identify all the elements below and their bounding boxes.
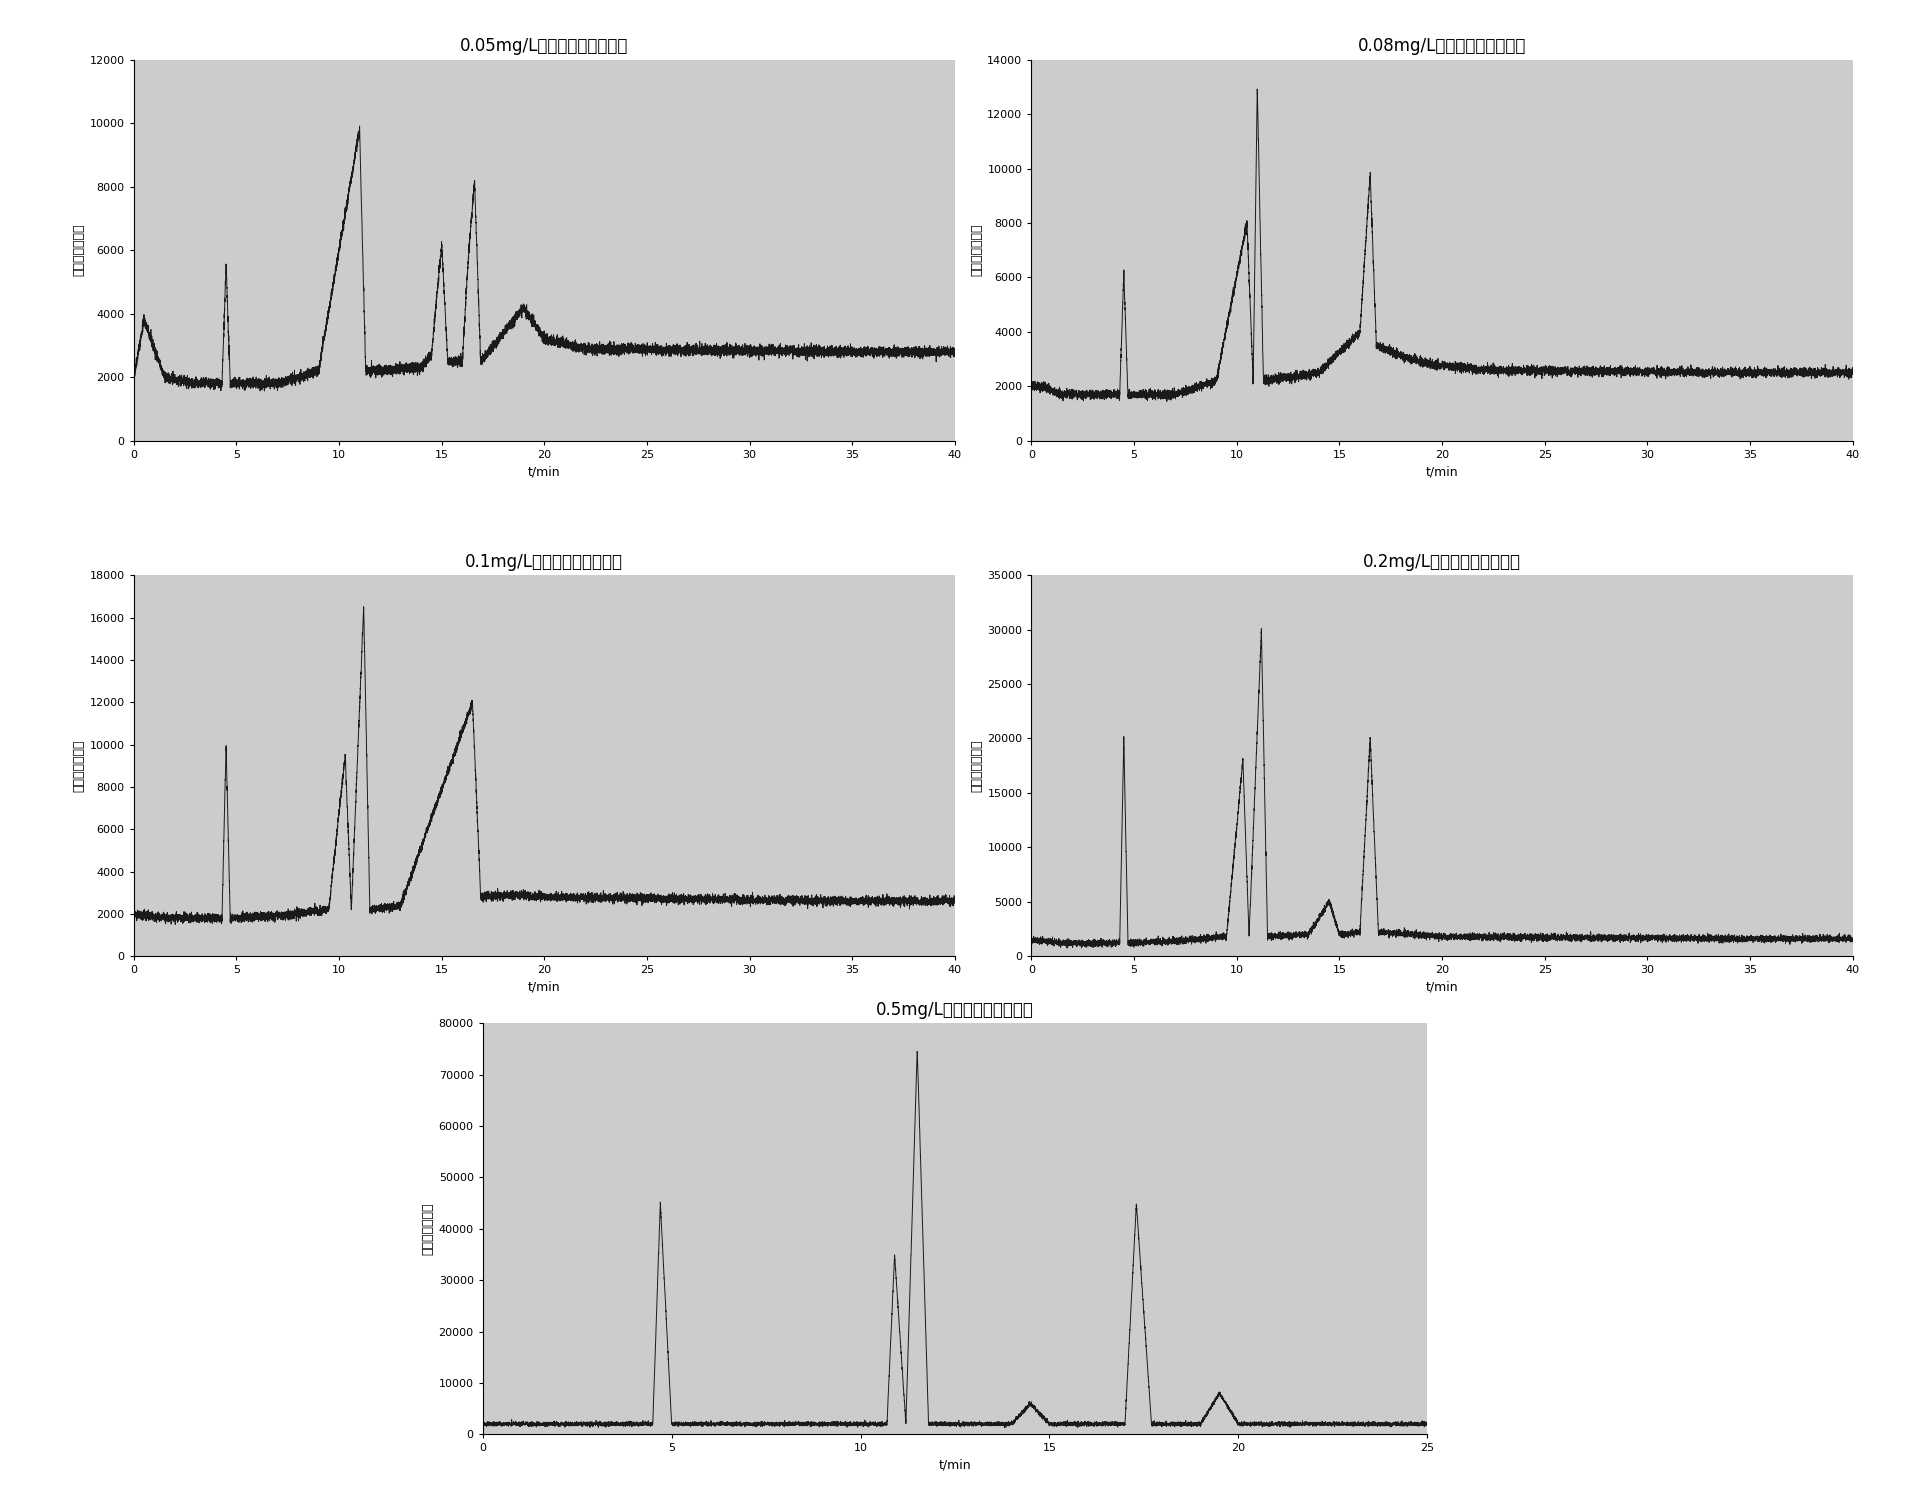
Title: 0.5mg/L混标的提取离子流图: 0.5mg/L混标的提取离子流图 [877, 1001, 1033, 1019]
Y-axis label: 离子电流总强度: 离子电流总强度 [970, 740, 984, 792]
Title: 0.2mg/L混标的提取离子流图: 0.2mg/L混标的提取离子流图 [1364, 553, 1520, 571]
Y-axis label: 离子电流总强度: 离子电流总强度 [73, 224, 86, 276]
Y-axis label: 离子电流总强度: 离子电流总强度 [422, 1203, 434, 1255]
Title: 0.05mg/L混标的提取离子流图: 0.05mg/L混标的提取离子流图 [460, 37, 628, 55]
X-axis label: t/min: t/min [527, 465, 562, 478]
Y-axis label: 离子电流总强度: 离子电流总强度 [970, 224, 984, 276]
X-axis label: t/min: t/min [1425, 980, 1459, 994]
X-axis label: t/min: t/min [1425, 465, 1459, 478]
Y-axis label: 离子电流总强度: 离子电流总强度 [73, 740, 86, 792]
X-axis label: t/min: t/min [938, 1458, 972, 1472]
Title: 0.1mg/L混标的提取离子流图: 0.1mg/L混标的提取离子流图 [466, 553, 623, 571]
X-axis label: t/min: t/min [527, 980, 562, 994]
Title: 0.08mg/L混标的提取离子流图: 0.08mg/L混标的提取离子流图 [1358, 37, 1526, 55]
